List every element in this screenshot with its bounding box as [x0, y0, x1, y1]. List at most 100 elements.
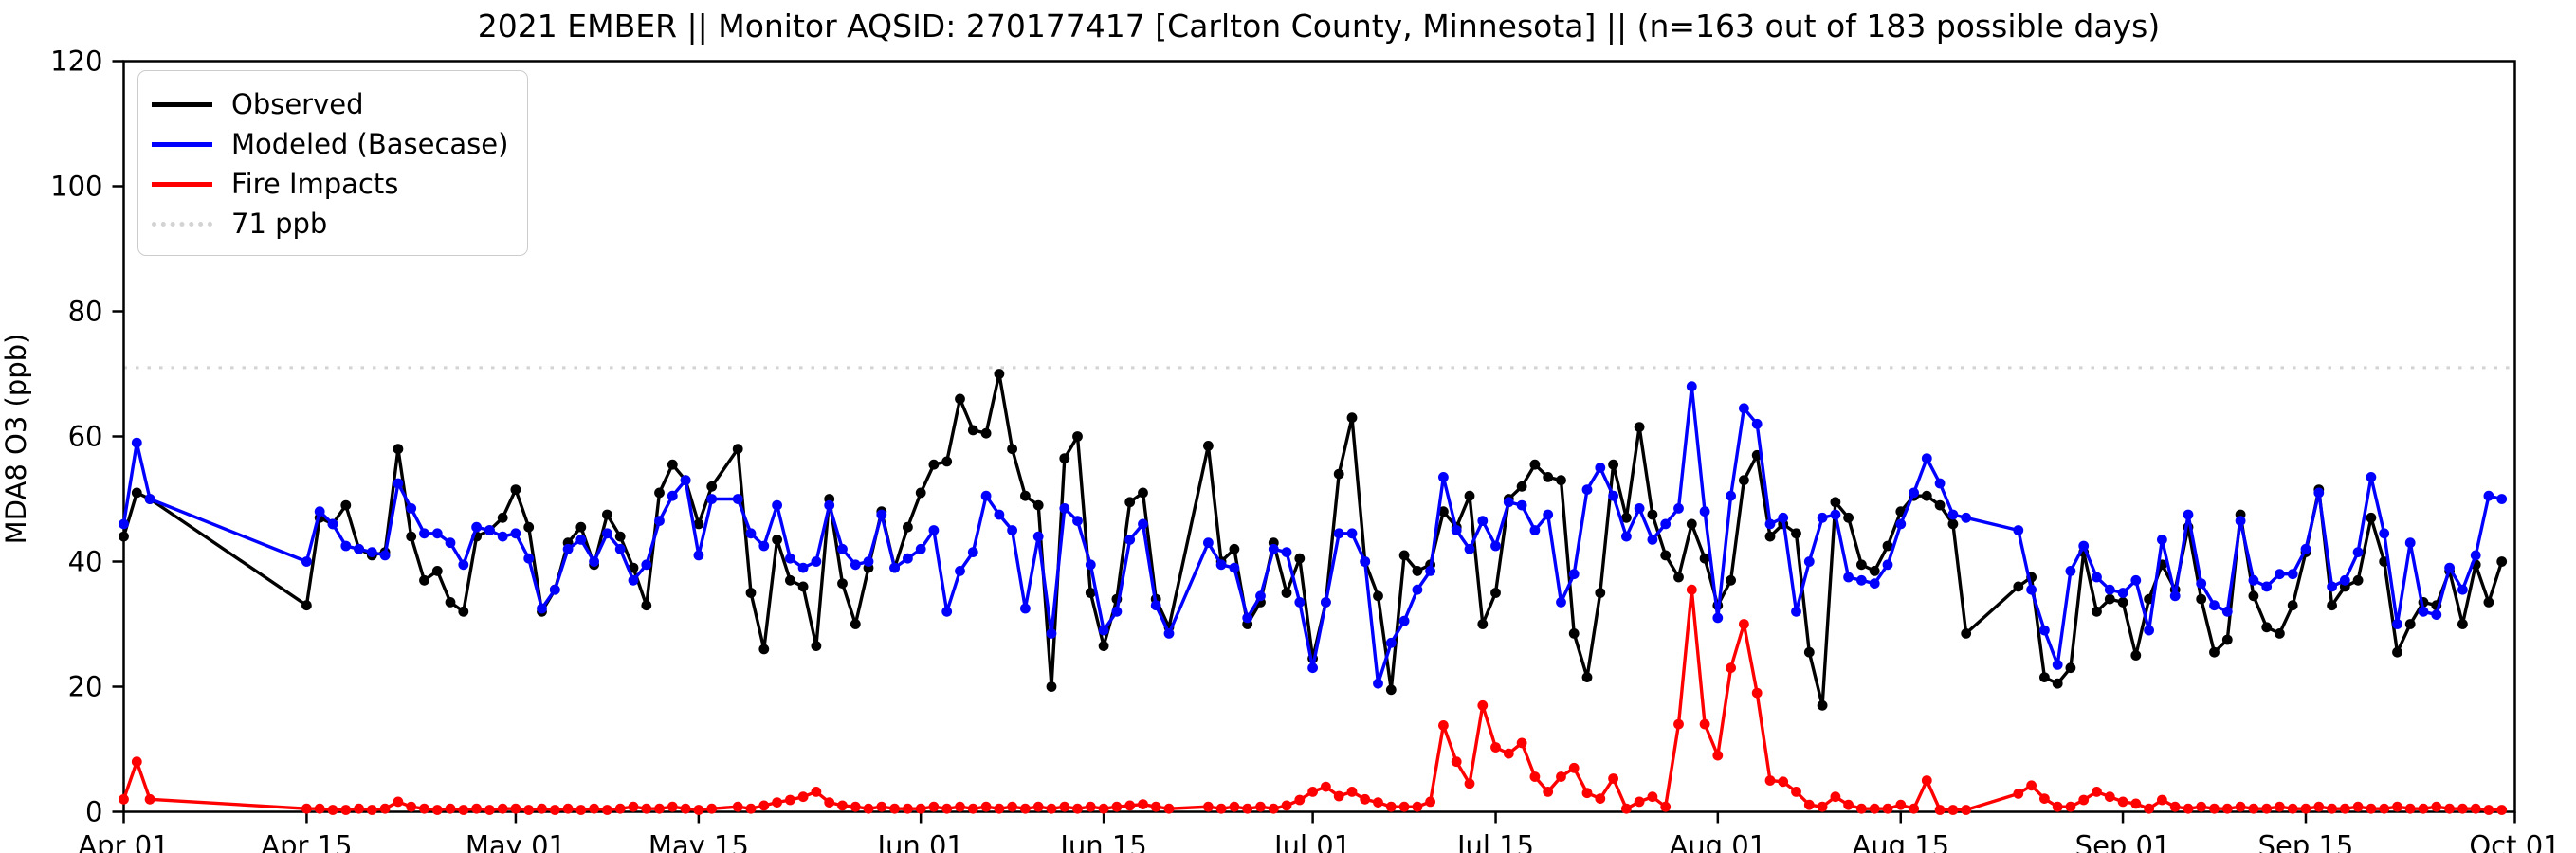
- fire-impacts-data-point: [1856, 803, 1867, 814]
- modeled-basecase-data-point: [431, 528, 443, 539]
- observed-data-point: [850, 619, 861, 629]
- modeled-basecase-data-point: [1830, 509, 1841, 520]
- observed-data-point: [1333, 468, 1344, 480]
- observed-data-point: [1412, 566, 1423, 576]
- modeled-basecase-data-point: [1764, 518, 1776, 530]
- modeled-basecase-data-point: [1712, 612, 1724, 624]
- modeled-basecase-data-point: [1751, 418, 1763, 429]
- modeled-basecase-data-point: [2379, 528, 2390, 539]
- observed-data-point: [1608, 459, 1618, 470]
- fire-impacts-data-point: [654, 803, 665, 814]
- fire-impacts-data-point: [1595, 793, 1606, 804]
- observed-data-point: [1699, 553, 1710, 564]
- fire-impacts-data-point: [1882, 803, 1893, 814]
- fire-impacts-data-point: [1321, 781, 1331, 792]
- modeled-basecase-data-point: [537, 603, 547, 614]
- fire-impacts-data-point: [1543, 787, 1554, 797]
- modeled-basecase-data-point: [1947, 509, 1959, 520]
- modeled-basecase-data-point: [863, 556, 874, 567]
- observed-data-point: [1660, 550, 1672, 561]
- modeled-basecase-data-point: [1203, 537, 1214, 549]
- observed-data-point: [1124, 497, 1136, 508]
- fire-impacts-data-point: [2261, 803, 2273, 814]
- fire-impacts-data-point: [1007, 801, 1017, 812]
- observed-data-point: [2457, 619, 2468, 629]
- modeled-basecase-data-point: [2221, 606, 2233, 617]
- modeled-basecase-data-point: [1020, 603, 1031, 614]
- modeled-basecase-data-point: [1895, 518, 1907, 530]
- fire-impacts-data-point: [2287, 803, 2298, 814]
- fire-impacts-data-point: [537, 803, 547, 814]
- modeled-basecase-data-point: [1111, 606, 1123, 617]
- observed-data-point: [1203, 441, 1214, 451]
- fire-impacts-data-point: [980, 801, 992, 812]
- observed-data-point: [1947, 518, 1959, 530]
- observed-data-point: [1032, 499, 1044, 511]
- modeled-basecase-data-point: [1490, 540, 1501, 552]
- fire-impacts-data-point: [641, 803, 652, 814]
- fire-impacts-data-point: [2092, 787, 2102, 797]
- observed-data-point: [2039, 672, 2050, 682]
- observed-data-point: [2013, 581, 2024, 592]
- fire-impacts-data-point: [2366, 803, 2377, 814]
- fire-impacts-data-point: [2235, 801, 2246, 812]
- observed-data-point: [706, 481, 718, 492]
- modeled-basecase-data-point: [889, 562, 900, 573]
- observed-data-point: [1921, 490, 1932, 501]
- modeled-basecase-data-point: [1791, 606, 1801, 617]
- observed-data-point: [1869, 566, 1880, 576]
- observed-data-point: [1764, 531, 1776, 542]
- observed-data-point: [1856, 559, 1867, 571]
- fire-impacts-data-point: [758, 800, 770, 811]
- fire-impacts-data-point: [1398, 801, 1410, 812]
- fire-impacts-data-point: [1425, 796, 1435, 808]
- modeled-basecase-data-point: [2366, 472, 2377, 482]
- observed-data-point: [2196, 593, 2207, 605]
- observed-data-point: [1791, 528, 1801, 539]
- modeled-basecase-data-point: [2313, 487, 2325, 499]
- modeled-basecase-data-point: [2444, 562, 2456, 573]
- observed-data-point: [955, 393, 965, 405]
- modeled-basecase-data-point: [458, 559, 469, 571]
- observed-data-point: [301, 600, 312, 611]
- modeled-basecase-data-point: [2078, 540, 2090, 552]
- fire-impacts-data-point: [575, 805, 587, 815]
- fire-impacts-data-point: [2196, 801, 2207, 812]
- observed-data-point: [2483, 597, 2494, 608]
- observed-data-point: [2104, 593, 2115, 605]
- fire-impacts-data-point: [1464, 778, 1475, 789]
- observed-data-point: [837, 578, 848, 589]
- x-tick-label: Apr 01: [78, 830, 169, 853]
- fire-impacts-data-point: [1921, 775, 1932, 786]
- fire-impacts-data-point: [928, 801, 940, 812]
- observed-data-point: [654, 487, 665, 499]
- modeled-basecase-data-point: [1346, 528, 1358, 539]
- observed-data-point: [1516, 481, 1527, 492]
- fire-impacts-data-point: [1451, 756, 1462, 768]
- modeled-basecase-data-point: [1882, 559, 1893, 571]
- y-tick-label: 120: [50, 45, 102, 78]
- fire-impacts-data-point: [1686, 584, 1697, 595]
- modeled-basecase-data-point: [2065, 566, 2076, 576]
- fire-impacts-data-point: [1764, 775, 1776, 786]
- fire-impacts-data-point: [2104, 791, 2115, 803]
- fire-impacts-data-point: [602, 805, 612, 815]
- fire-impacts-data-point: [824, 797, 835, 808]
- observed-data-point: [1373, 590, 1383, 602]
- fire-impacts-data-point: [1791, 787, 1801, 797]
- observed-data-point: [745, 588, 757, 598]
- modeled-basecase-data-point: [967, 547, 978, 557]
- modeled-basecase-data-point: [131, 437, 142, 448]
- modeled-basecase-data-point: [641, 559, 652, 571]
- fire-impacts-data-point: [1581, 788, 1593, 799]
- modeled-basecase-data-point: [445, 537, 456, 549]
- observed-data-point: [510, 484, 521, 495]
- fire-impacts-data-point: [797, 791, 809, 803]
- fire-impacts-data-point: [2496, 805, 2508, 815]
- modeled-basecase-data-point: [2196, 578, 2207, 589]
- modeled-basecase-data-point: [1138, 518, 1148, 530]
- fire-impacts-data-point: [2339, 803, 2350, 814]
- observed-data-point: [641, 600, 652, 611]
- modeled-basecase-data-point: [1385, 637, 1397, 648]
- observed-data-point: [1059, 453, 1070, 463]
